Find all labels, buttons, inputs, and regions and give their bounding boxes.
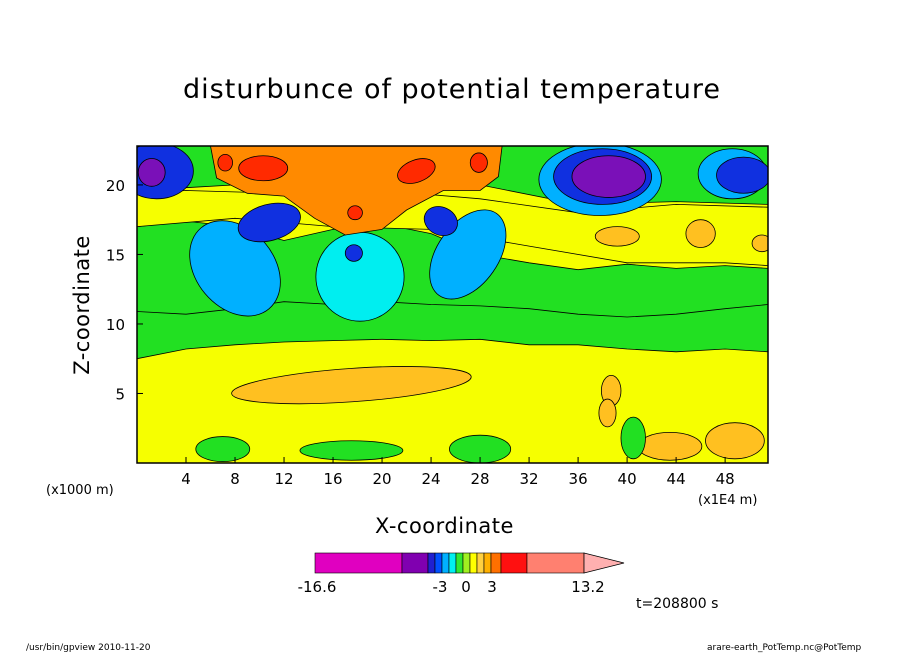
x-tick-label: 16 (323, 470, 342, 488)
warm-core-4 (217, 153, 233, 172)
cell-green-1 (195, 436, 251, 463)
warm-core-3 (469, 152, 488, 173)
colorbar-label: 0 (461, 578, 471, 596)
y-tick-label: 20 (106, 177, 125, 195)
cell-green-3 (449, 434, 512, 463)
warm-core-2 (397, 158, 436, 184)
cell-orange-2 (598, 398, 617, 428)
cell-purple-topright (571, 155, 646, 198)
x-tick-label: 28 (471, 470, 490, 488)
colorbar-segment (500, 552, 528, 574)
x-tick-label: 32 (520, 470, 539, 488)
colorbar-segment (490, 552, 502, 574)
x-unit-right: (x1E4 m) (698, 493, 758, 508)
colorbar-segment (526, 552, 585, 574)
time-label: t=208800 s (636, 596, 719, 612)
colorbar-label: -3 (433, 578, 448, 596)
colorbar-segment (448, 552, 457, 574)
cell-orange-4 (705, 422, 765, 460)
colorbar-segment (483, 552, 492, 574)
x-tick-label: 40 (618, 470, 637, 488)
x-tick-label: 12 (274, 470, 293, 488)
green-band-middle (137, 301, 768, 360)
x-tick-label: 4 (181, 470, 191, 488)
cell-cyan-left (189, 220, 281, 317)
x-tick-label: 36 (569, 470, 588, 488)
y-tick-label: 10 (106, 316, 125, 334)
cell-blue-small (344, 244, 363, 262)
cell-purple-topleft (137, 158, 166, 187)
cell-blue-right (423, 206, 458, 237)
y-axis-label: Z-coordinate (70, 235, 94, 375)
colorbar-segment (434, 552, 443, 574)
x-tick-label: 48 (716, 470, 735, 488)
colorbar-segment (455, 552, 464, 574)
colorbar-segment (441, 552, 450, 574)
cell-orange-6 (685, 219, 716, 248)
colorbar-label: -16.6 (298, 578, 337, 596)
colorbar-label: 3 (487, 578, 497, 596)
footer-left: /usr/bin/gpview 2010-11-20 (26, 643, 151, 653)
cell-blue-left (237, 202, 301, 243)
cell-blue-farright (716, 156, 768, 194)
x-tick-label: 44 (667, 470, 686, 488)
colorbar-segment (476, 552, 485, 574)
x-tick-label: 8 (230, 470, 240, 488)
y-tick-label: 15 (106, 246, 125, 264)
colorbar-triangle (583, 552, 625, 574)
cell-green-2 (299, 440, 404, 461)
cell-green-4 (620, 416, 646, 460)
contour-field (137, 146, 768, 463)
colorbar-segment (469, 552, 478, 574)
x-tick-label: 24 (422, 470, 441, 488)
x-tick-label: 20 (373, 470, 392, 488)
colorbar-segment (314, 552, 403, 574)
plot-frame (136, 145, 769, 464)
cell-orange-5 (594, 226, 640, 247)
footer-right: arare-earth_PotTemp.nc@PotTemp (707, 643, 862, 653)
colorbar-segment (401, 552, 429, 574)
chart-title: disturbunce of potential temperature (183, 74, 721, 105)
cell-cyan-centre (315, 231, 405, 322)
cell-low-orange (231, 366, 472, 405)
cell-orange-3 (637, 432, 703, 461)
x-axis-label: X-coordinate (375, 514, 514, 538)
y-tick-label: 5 (115, 385, 125, 403)
colorbar-segment (427, 552, 436, 574)
colorbar-segment (462, 552, 471, 574)
colorbar-label: 13.2 (571, 578, 604, 596)
cell-orange-7 (751, 234, 768, 253)
colorbar: -16.6 -3 0 3 13.2 (298, 552, 625, 596)
warm-core-1 (238, 155, 289, 182)
warm-core-5 (347, 205, 363, 221)
x-unit-left: (x1000 m) (46, 483, 114, 498)
